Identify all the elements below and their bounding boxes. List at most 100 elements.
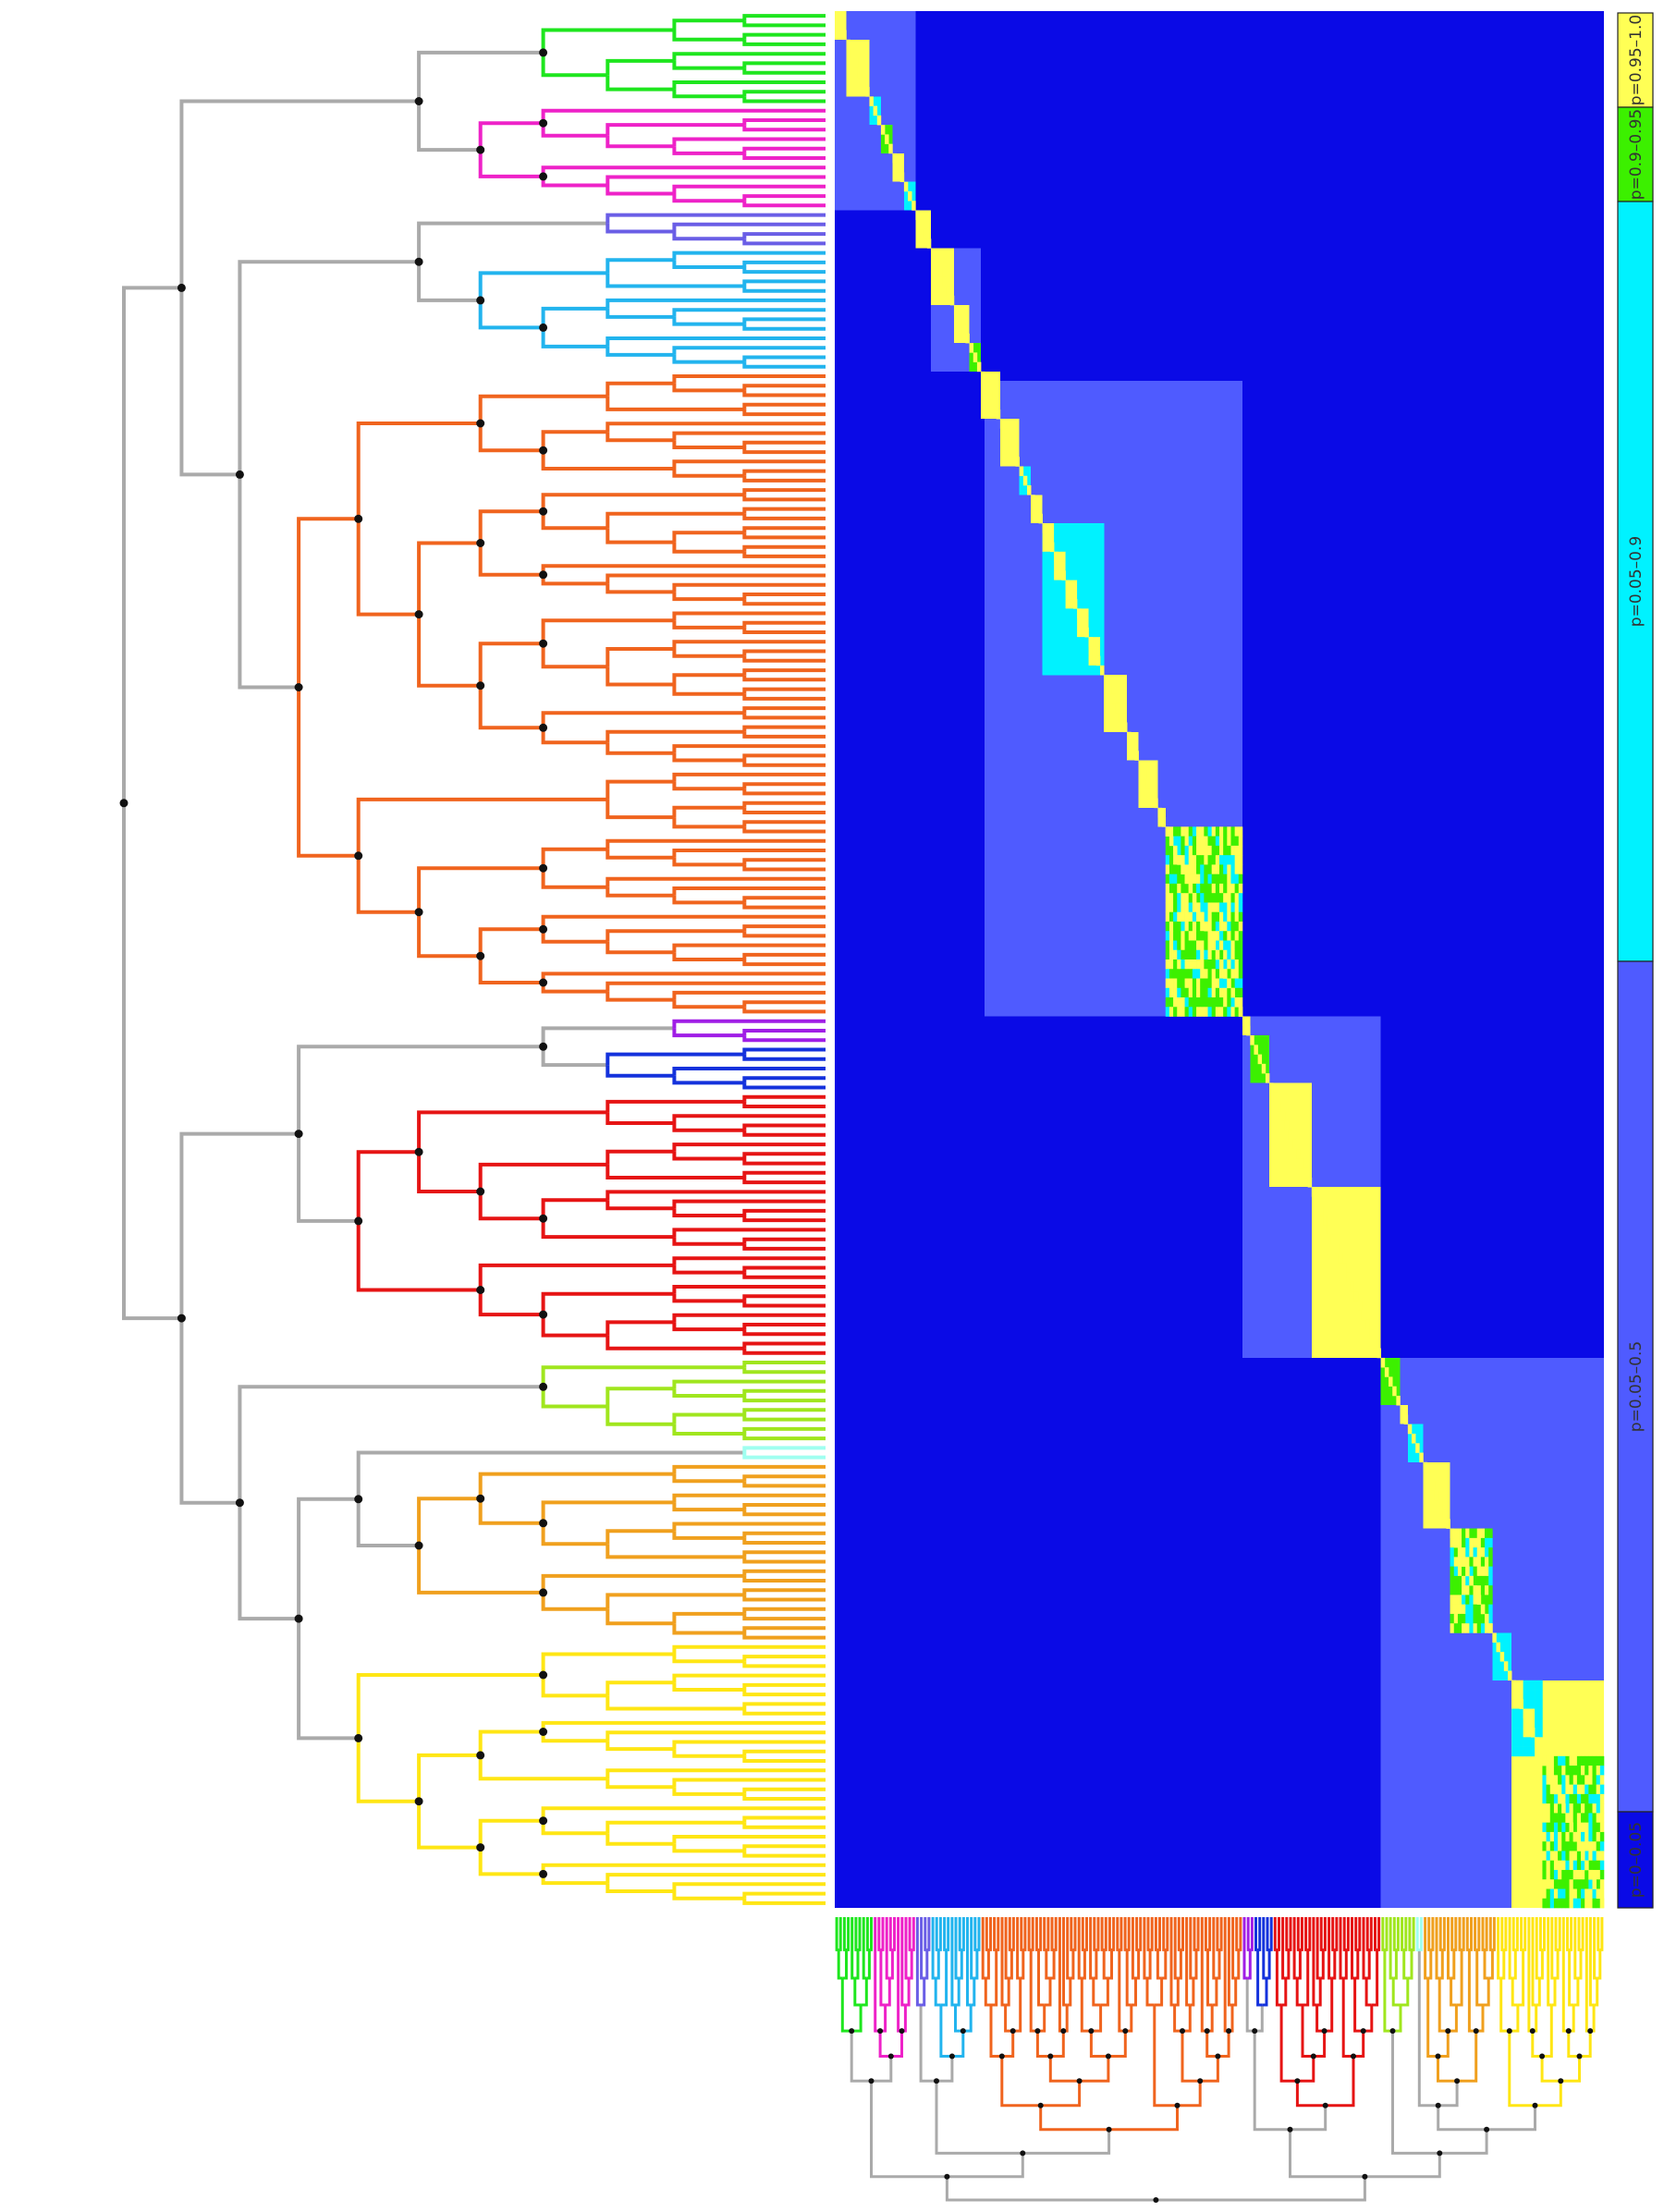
cyan-block-0-cell [1042, 589, 1047, 600]
mixed-block-1-cell [1453, 1595, 1459, 1605]
cyan-block-0-cell [1042, 646, 1047, 656]
mixed-block-2-cell [1599, 1879, 1605, 1889]
left-tree-branch-219 [541, 1046, 608, 1068]
mixed-block-2-cell [1576, 1775, 1582, 1785]
bottom-tree-branch-352 [1508, 1917, 1513, 1980]
diagonal-cell [938, 267, 943, 277]
mixed-block-0-cell [1165, 845, 1170, 856]
mixed-block-0-cell [1188, 826, 1193, 837]
left-tree-branch-338 [742, 1607, 826, 1614]
cyan-block-0-cell [1077, 523, 1082, 533]
mixed-block-0-cell [1192, 1007, 1197, 1017]
bottom-tree-branch-334 [1474, 1917, 1477, 1951]
mixed-block-0-cell [1177, 874, 1181, 885]
bottom-tree-branch-372 [1551, 1978, 1557, 2007]
left-tree-branch-148 [541, 711, 745, 728]
mixed-block-0-cell [1192, 845, 1197, 856]
cyan-block-0-cell [1058, 589, 1062, 600]
mixed-block-2-cell [1596, 1755, 1601, 1766]
mixed-block-2-cell [1569, 1831, 1574, 1842]
left-tree-branch-1 [179, 99, 420, 288]
cyan-block-0-cell [1088, 665, 1094, 676]
bottom-tree-branch-207 [1231, 1917, 1236, 1980]
bottom-tree-branch-126 [1072, 1917, 1077, 1951]
mixed-block-0-cell [1181, 883, 1185, 894]
left-tree-branch-44 [417, 221, 608, 263]
cyan-block-0-cell [1081, 608, 1085, 618]
left-tree-branch-272 [742, 1294, 826, 1302]
left-tree-node [539, 723, 548, 732]
cyan-block-0-cell [1042, 599, 1047, 609]
cyan-block-0-cell [1081, 599, 1085, 609]
mixed-block-1-cell [1473, 1575, 1478, 1586]
mixed-block-2-cell [1592, 1803, 1597, 1814]
diagonal-cell [1434, 1490, 1439, 1501]
cyan-block-1-cell [1526, 1728, 1532, 1738]
cyan-block-0-cell [1058, 542, 1062, 553]
cyan-block-0-cell [1095, 617, 1101, 629]
mixed-block-0-cell [1184, 855, 1190, 865]
cyan-block-0-cell [1072, 542, 1078, 553]
left-tree-branch-269 [541, 1291, 675, 1315]
left-tree-branch-289 [606, 1387, 675, 1407]
diagonal-cell [1207, 931, 1212, 941]
bottom-tree-branch-251 [1312, 1917, 1317, 2007]
mixed-block-0-cell [1204, 874, 1208, 885]
bottom-tree-branch-304 [1415, 1917, 1420, 1951]
bottom-tree-branch-327 [1462, 1917, 1465, 1951]
diagonal-cell [896, 163, 901, 173]
left-tree-node [414, 610, 423, 619]
diagonal-cell [985, 381, 989, 391]
bottom-tree-branch-358 [1523, 1917, 1527, 1951]
mixed-block-0-cell [1200, 978, 1205, 989]
left-tree-branch-46 [606, 223, 675, 234]
bottom-tree-branch-43 [935, 2081, 1023, 2155]
left-tree-branch-105 [742, 488, 826, 495]
mixed-block-0-cell [1165, 931, 1170, 941]
left-tree-branch-385 [672, 1835, 826, 1844]
mixed-block-0-cell [1219, 874, 1224, 885]
mixed-block-0-cell [1230, 911, 1235, 923]
left-tree-branch-320 [606, 1529, 675, 1545]
left-tree-branch-40 [742, 194, 826, 202]
diagonal-cell [1535, 1737, 1539, 1747]
mixed-block-2-cell [1546, 1822, 1551, 1833]
legend-label-1: p=0.9–0.95 [1627, 109, 1646, 200]
mixed-block-2-cell [1599, 1793, 1605, 1804]
mixed-block-0-cell [1234, 836, 1240, 847]
mixed-block-1-cell [1469, 1585, 1474, 1595]
bottom-tree-branch-161 [1153, 2005, 1178, 2108]
bottom-tree-branch-267 [1346, 1917, 1350, 1951]
cyan-block-0-cell [1042, 637, 1047, 647]
mixed-block-2-cell [1542, 1841, 1547, 1851]
mixed-block-0-cell [1215, 836, 1220, 847]
mixed-block-0-cell [1177, 864, 1181, 874]
left-tree-branch-301 [238, 1502, 300, 1621]
bottom-tree-branch-211 [1156, 2176, 1366, 2202]
mixed-block-2-cell [1549, 1879, 1555, 1889]
cyan-block-0-cell [1049, 637, 1055, 647]
mixed-block-0-cell [1200, 874, 1205, 885]
left-tree-branch-199 [672, 952, 745, 961]
left-tree-branch-288 [541, 1387, 608, 1409]
mixed-block-0-cell [1181, 902, 1185, 912]
diagonal-cell [1019, 466, 1024, 477]
bottom-tree-branch-292 [1392, 1917, 1397, 1951]
left-tree-branch-111 [606, 528, 675, 544]
cyan-block-0-cell [1049, 570, 1055, 580]
diagonal-cell [912, 201, 916, 211]
diagonal-cell [1503, 1661, 1509, 1671]
mixed-block-1-cell [1465, 1528, 1470, 1539]
mixed-block-0-cell [1192, 949, 1197, 960]
mixed-block-2-cell [1581, 1888, 1585, 1900]
bottom-tree-branch-72 [970, 1917, 974, 1980]
mixed-block-1-cell [1450, 1595, 1455, 1605]
bottom-tree-branch-287 [1384, 1917, 1389, 1951]
mixed-block-0-cell [1238, 940, 1243, 951]
left-tree-branch-139 [742, 655, 826, 663]
diagonal-cell [1592, 1879, 1597, 1889]
left-tree-node [354, 1733, 363, 1742]
mixed-block-0-cell [1165, 902, 1170, 912]
mixed-block-0-cell [1234, 893, 1240, 903]
diagonal-cell [1523, 1708, 1528, 1719]
